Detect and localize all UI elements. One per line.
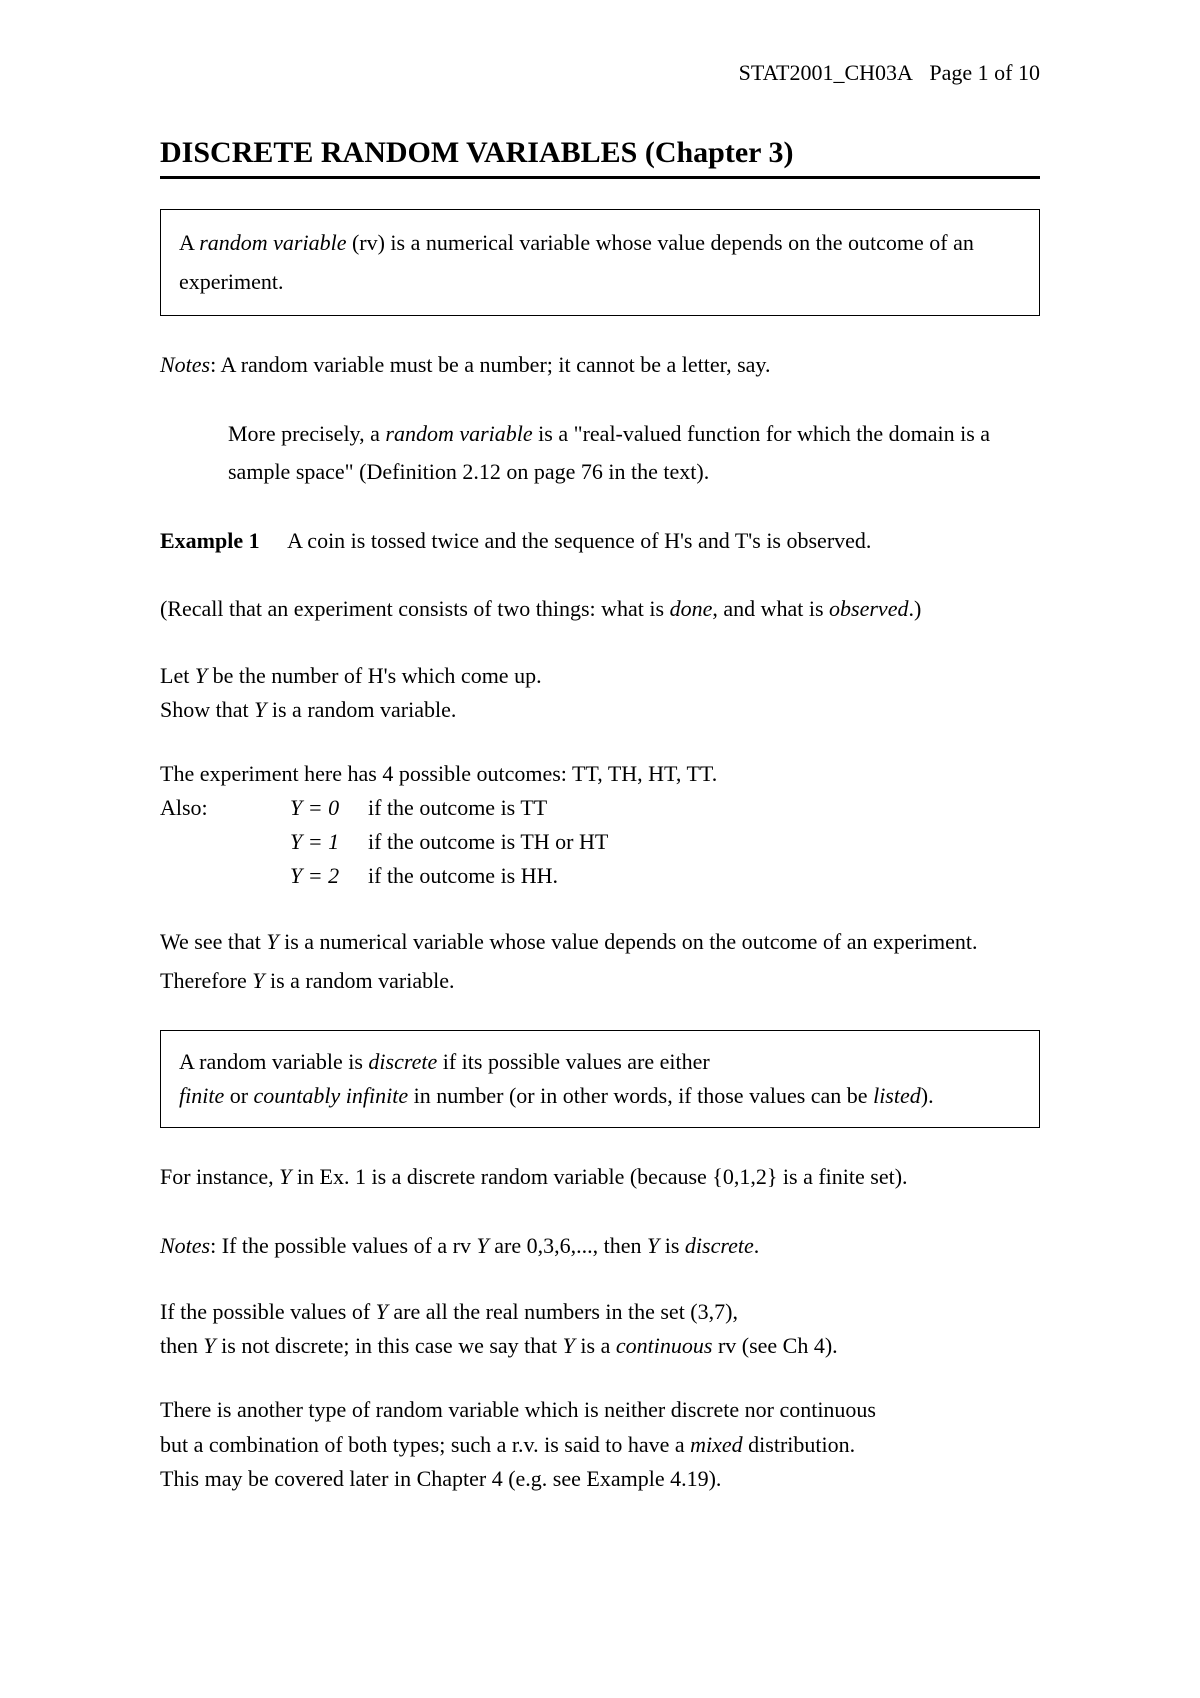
ti-l2b: distribution. [743, 1432, 855, 1457]
ip-d: is not discrete; in this case we say tha… [216, 1333, 563, 1358]
if-possible-block: If the possible values of Y are all the … [160, 1295, 1040, 1363]
notes2-b: are 0,3,6,..., then [489, 1233, 647, 1258]
outcome-y-2: Y = 2 [290, 859, 368, 893]
ip-y3: Y [563, 1333, 575, 1358]
notes2-c: is [659, 1233, 685, 1258]
def2-l2d: in number (or in other words, if those v… [408, 1083, 873, 1108]
notes-1-detail: More precisely, a random variable is a "… [228, 415, 1040, 492]
notes2-a: : If the possible values of a rv [210, 1233, 476, 1258]
lety-2a: Show that [160, 697, 254, 722]
def2-l1b: if its possible values are either [437, 1049, 709, 1074]
recall-pre: (Recall that an experiment consists of t… [160, 596, 670, 621]
outcome-y-1: Y = 1 [290, 825, 368, 859]
outcome-y-0: Y = 0 [290, 791, 368, 825]
ip-y2: Y [203, 1333, 215, 1358]
def1-term: random variable [199, 230, 346, 255]
document-page: STAT2001_CH03A Page 1 of 10 DISCRETE RAN… [0, 0, 1200, 1586]
ip-a: If the possible values of [160, 1299, 376, 1324]
definition-box-1: A random variable (rv) is a numerical va… [160, 209, 1040, 316]
page-header: STAT2001_CH03A Page 1 of 10 [160, 60, 1040, 86]
fi-b: in Ex. 1 is a discrete random variable (… [291, 1164, 907, 1189]
outcome-rest-1: if the outcome is TH or HT [368, 825, 1040, 859]
fi-a: For instance, [160, 1164, 279, 1189]
example1-label: Example 1 [160, 528, 260, 553]
lety-y1: Y [195, 663, 207, 688]
lety-y2: Y [254, 697, 266, 722]
example1-text: A coin is tossed twice and the sequence … [287, 528, 871, 553]
def2-l2f: ). [921, 1083, 934, 1108]
notes2-d: . [754, 1233, 760, 1258]
outcome-row: Y = 1 if the outcome is TH or HT [160, 825, 1040, 859]
notes-1: Notes: A random variable must be a numbe… [160, 346, 1040, 385]
page-number: Page 1 of 10 [929, 60, 1040, 85]
for-instance-line: For instance, Y in Ex. 1 is a discrete r… [160, 1158, 1040, 1197]
notes2-y1: Y [477, 1233, 489, 1258]
outcomes-also: Also: [160, 791, 290, 825]
def1-prefix: A [179, 230, 199, 255]
lety-2b: is a random variable. [266, 697, 456, 722]
ti-mixed: mixed [690, 1432, 743, 1457]
ip-b: are all the real numbers in the set (3,7… [388, 1299, 738, 1324]
outcome-row: Y = 2 if the outcome is HH. [160, 859, 1040, 893]
outcomes-intro: The experiment here has 4 possible outco… [160, 757, 1040, 791]
fi-y: Y [279, 1164, 291, 1189]
notes2-y2: Y [647, 1233, 659, 1258]
notes2-discrete: discrete [685, 1233, 754, 1258]
there-is-block: There is another type of random variable… [160, 1393, 1040, 1495]
example-1: Example 1 A coin is tossed twice and the… [160, 522, 1040, 561]
def2-l2e: listed [873, 1083, 921, 1108]
ti-l1: There is another type of random variable… [160, 1397, 876, 1422]
let-y-block: Let Y be the number of H's which come up… [160, 659, 1040, 727]
ip-f: rv (see Ch 4). [712, 1333, 837, 1358]
ip-e: is a [575, 1333, 616, 1358]
notes-2: Notes: If the possible values of a rv Y … [160, 1227, 1040, 1266]
wesee-c: is a random variable. [264, 968, 454, 993]
recall-post: .) [908, 596, 921, 621]
def2-l2a: finite [179, 1083, 224, 1108]
wesee-y2: Y [252, 968, 264, 993]
wesee-a: We see that [160, 929, 266, 954]
lety-1b: be the number of H's which come up. [207, 663, 542, 688]
recall-mid: , and what is [712, 596, 829, 621]
def2-l2b: or [224, 1083, 253, 1108]
we-see-block: We see that Y is a numerical variable wh… [160, 923, 1040, 1000]
recall-line: (Recall that an experiment consists of t… [160, 590, 1040, 629]
notes1-line1: : A random variable must be a number; it… [210, 352, 770, 377]
recall-observed: observed [829, 596, 908, 621]
notes1-d-a: More precisely, a [228, 421, 385, 446]
def2-discrete: discrete [368, 1049, 437, 1074]
ip-continuous: continuous [616, 1333, 713, 1358]
recall-done: done [670, 596, 713, 621]
lety-1a: Let [160, 663, 195, 688]
definition-box-2: A random variable is discrete if its pos… [160, 1030, 1040, 1128]
ti-l3: This may be covered later in Chapter 4 (… [160, 1466, 721, 1491]
notes1-d-term: random variable [385, 421, 532, 446]
doc-id: STAT2001_CH03A [739, 60, 913, 85]
outcome-rest-2: if the outcome is HH. [368, 859, 1040, 893]
outcome-row: Also: Y = 0 if the outcome is TT [160, 791, 1040, 825]
outcome-rest-0: if the outcome is TT [368, 791, 1040, 825]
def2-l2c: countably infinite [254, 1083, 409, 1108]
notes2-label: Notes [160, 1233, 210, 1258]
def2-l1a: A random variable is [179, 1049, 368, 1074]
wesee-y1: Y [266, 929, 278, 954]
outcomes-block: The experiment here has 4 possible outco… [160, 757, 1040, 893]
ti-l2a: but a combination of both types; such a … [160, 1432, 690, 1457]
ip-y1: Y [376, 1299, 388, 1324]
page-title: DISCRETE RANDOM VARIABLES (Chapter 3) [160, 136, 1040, 179]
notes1-label: Notes [160, 352, 210, 377]
ip-c: then [160, 1333, 203, 1358]
